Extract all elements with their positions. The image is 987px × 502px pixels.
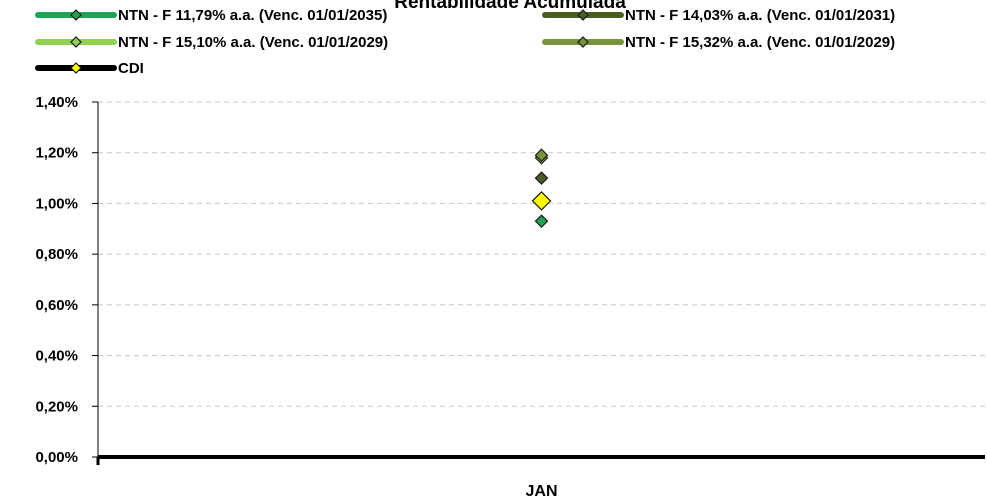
legend: NTN - F 11,79% a.a. (Venc. 01/01/2035) NT… [35, 7, 895, 77]
legend-label: NTN - F 15,32% a.a. (Venc. 01/01/2029) [625, 34, 895, 51]
legend-marker [577, 36, 589, 48]
legend-marker [70, 62, 82, 74]
legend-item: NTN - F 14,03% a.a. (Venc. 01/01/2031) [542, 7, 895, 24]
y-tick-label: 0,80% [35, 246, 78, 263]
legend-item: CDI [35, 60, 144, 77]
legend-marker [70, 36, 82, 48]
chart-title: Rentabilidade Acumulada [394, 0, 626, 13]
data-point [534, 214, 549, 229]
data-point [534, 171, 549, 185]
x-axis-labels: JAN [525, 483, 557, 500]
legend-label: NTN - F 11,79% a.a. (Venc. 01/01/2035) [118, 7, 387, 24]
legend-label: NTN - F 14,03% a.a. (Venc. 01/01/2031) [625, 7, 895, 24]
data-point [531, 191, 552, 211]
legend-item: NTN - F 15,32% a.a. (Venc. 01/01/2029) [542, 34, 895, 51]
x-category-label: JAN [525, 483, 557, 500]
y-tick-label: 1,00% [35, 195, 78, 212]
legend-marker [70, 9, 82, 21]
y-tick-label: 1,20% [35, 145, 78, 162]
axes [96, 102, 985, 465]
legend-marker [577, 9, 589, 21]
data-points [531, 148, 552, 229]
y-tick-label: 1,40% [35, 94, 78, 111]
legend-item: NTN - F 15,10% a.a. (Venc. 01/01/2029) [35, 34, 388, 51]
legend-label: CDI [118, 60, 144, 77]
data-point [534, 148, 549, 163]
y-tick-label: 0,20% [35, 398, 78, 415]
legend-item: NTN - F 11,79% a.a. (Venc. 01/01/2035) [35, 7, 387, 24]
y-tick-label: 0,40% [35, 348, 78, 365]
gridlines [98, 101, 985, 407]
legend-label: NTN - F 15,10% a.a. (Venc. 01/01/2029) [118, 34, 388, 51]
y-axis-ticks: 0,00% 0,20% 0,40% 0,60% 0,80% 1,00% 1,20% 1,40% [35, 94, 98, 466]
y-tick-label: 0,00% [35, 449, 78, 466]
y-tick-label: 0,60% [35, 297, 78, 314]
